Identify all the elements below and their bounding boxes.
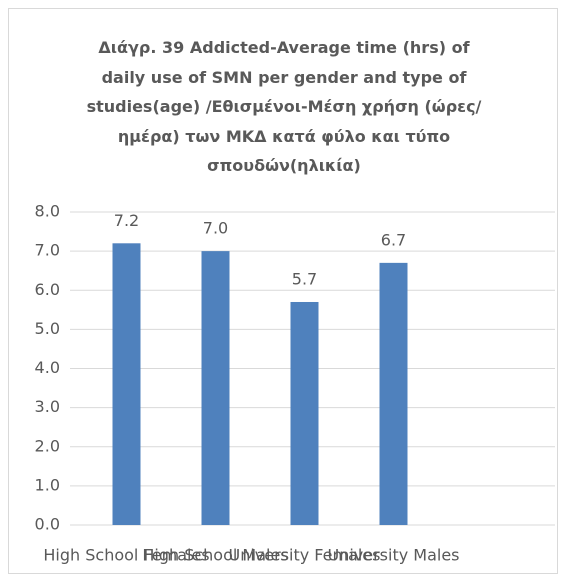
bar	[201, 251, 230, 525]
bar	[379, 262, 408, 525]
x-tick-label: University Females	[229, 546, 381, 565]
y-tick-label: 3.0	[35, 397, 60, 416]
bar	[290, 301, 319, 525]
x-tick-label: University Males	[327, 546, 459, 565]
x-tick-label: High School Females	[43, 546, 209, 565]
bar	[112, 243, 141, 526]
y-tick-label: 4.0	[35, 358, 60, 377]
value-label: 5.7	[292, 269, 317, 288]
y-tick-label: 6.0	[35, 280, 60, 299]
chart-title: Διάγρ. 39 Addicted-Average time (hrs) of…	[86, 38, 482, 175]
y-tick-label: 2.0	[35, 436, 60, 455]
y-tick-label: 0.0	[35, 515, 60, 534]
y-tick-label: 5.0	[35, 319, 60, 338]
value-label: 6.7	[381, 230, 406, 249]
value-label: 7.2	[114, 211, 139, 230]
y-tick-label: 1.0	[35, 475, 60, 494]
y-tick-label: 7.0	[35, 241, 60, 260]
chart-frame	[8, 8, 558, 574]
x-tick-label: High School Males	[142, 546, 288, 565]
value-label: 7.0	[203, 219, 228, 238]
y-tick-label: 8.0	[35, 202, 60, 221]
